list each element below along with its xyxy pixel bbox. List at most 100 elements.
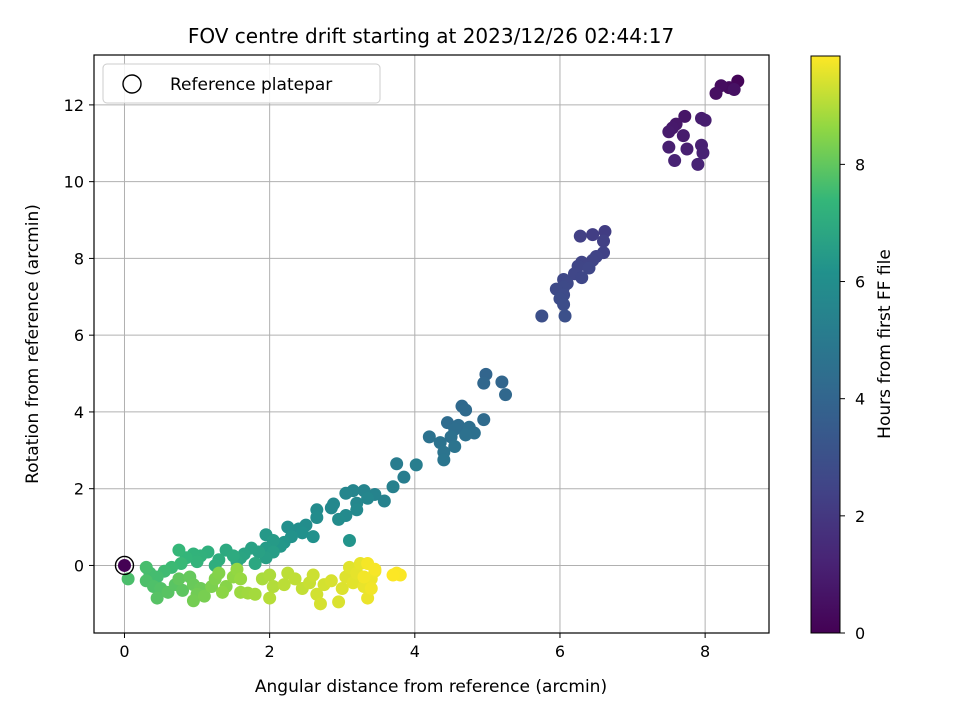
data-point: [422, 430, 436, 444]
data-point: [357, 570, 371, 584]
data-point: [350, 503, 364, 517]
data-point: [691, 157, 705, 171]
data-point: [339, 486, 353, 500]
colorbar-tick-label: 4: [855, 390, 865, 409]
data-point: [535, 309, 549, 323]
data-point: [263, 568, 277, 582]
data-point: [139, 560, 153, 574]
data-point: [557, 297, 571, 311]
data-point: [310, 510, 324, 524]
data-point: [709, 86, 723, 100]
colorbar-tick-label: 2: [855, 507, 865, 526]
data-point: [386, 480, 400, 494]
data-point: [172, 543, 186, 557]
reference-point: [117, 558, 131, 572]
x-tick-label: 6: [555, 642, 565, 661]
scatter-points: [114, 74, 745, 611]
data-point: [477, 376, 491, 390]
data-point: [332, 595, 346, 609]
data-point: [288, 572, 302, 586]
data-point: [495, 375, 509, 389]
data-point: [448, 439, 462, 453]
data-point: [573, 229, 587, 243]
legend-entry-reference: Reference platepar: [170, 75, 332, 95]
plot-frame: [93, 54, 770, 634]
x-tick-label: 4: [410, 642, 420, 661]
data-point: [342, 534, 356, 548]
data-point: [313, 597, 327, 611]
y-tick-label: 10: [64, 173, 84, 192]
data-point: [597, 234, 611, 248]
x-tick-label: 0: [119, 642, 129, 661]
data-point: [277, 578, 291, 592]
data-point: [368, 562, 382, 576]
data-point: [575, 271, 589, 285]
colorbar: 0 2 4 6 8 Hours from first FF file: [810, 55, 895, 643]
y-tick-label: 12: [64, 96, 84, 115]
data-point: [680, 142, 694, 156]
legend: Reference platepar: [102, 63, 381, 104]
legend-box: [102, 63, 381, 104]
data-point: [234, 572, 248, 586]
data-point: [696, 146, 710, 160]
legend-marker: [122, 74, 142, 94]
colorbar-ticks: 0 2 4 6 8: [840, 155, 865, 643]
y-tick-label: 4: [74, 403, 84, 422]
grid: [94, 55, 769, 633]
data-point: [361, 491, 375, 505]
data-point: [248, 557, 262, 571]
y-tick-label: 0: [74, 556, 84, 575]
data-point: [212, 566, 226, 580]
y-axis-ticks: 0 2 4 6 8 10 12: [64, 96, 94, 575]
data-point: [459, 403, 473, 417]
data-point: [727, 83, 741, 97]
data-point: [215, 585, 229, 599]
chart-title: FOV centre drift starting at 2023/12/26 …: [188, 24, 674, 48]
reference-marker: [114, 555, 135, 576]
data-point: [386, 568, 400, 582]
data-point: [150, 591, 164, 605]
data-point: [186, 594, 200, 608]
x-axis-label: Angular distance from reference (arcmin): [255, 677, 607, 697]
colorbar-tick-label: 6: [855, 273, 865, 292]
data-point: [306, 530, 320, 544]
data-point: [662, 125, 676, 139]
data-point: [364, 581, 378, 595]
y-tick-label: 2: [74, 480, 84, 499]
data-point: [190, 555, 204, 569]
y-tick-label: 8: [74, 249, 84, 268]
data-point: [390, 457, 404, 471]
data-point: [499, 388, 513, 402]
y-tick-label: 6: [74, 326, 84, 345]
data-point: [558, 309, 572, 323]
data-point: [668, 154, 682, 168]
data-point: [662, 140, 676, 154]
data-point: [582, 261, 596, 275]
data-point: [477, 413, 491, 427]
data-point: [335, 581, 349, 595]
data-point: [266, 580, 280, 594]
y-axis-label: Rotation from reference (arcmin): [23, 204, 43, 484]
data-point: [437, 453, 451, 467]
colorbar-frame: [810, 55, 841, 634]
data-point: [676, 129, 690, 143]
data-point: [324, 574, 338, 588]
data-point: [226, 549, 240, 563]
data-point: [459, 428, 473, 442]
data-point: [172, 572, 186, 586]
data-point: [306, 568, 320, 582]
data-point: [295, 526, 309, 540]
data-point: [332, 512, 346, 526]
data-point: [586, 228, 600, 242]
x-axis-ticks: 0 2 4 6 8: [119, 633, 710, 661]
data-point: [324, 501, 338, 515]
data-point: [263, 591, 277, 605]
data-point: [698, 113, 712, 127]
data-point: [397, 470, 411, 484]
colorbar-gradient: [811, 56, 840, 633]
data-point: [598, 225, 612, 239]
colorbar-tick-label: 8: [855, 155, 865, 174]
colorbar-tick-label: 0: [855, 624, 865, 643]
data-point: [121, 572, 135, 586]
